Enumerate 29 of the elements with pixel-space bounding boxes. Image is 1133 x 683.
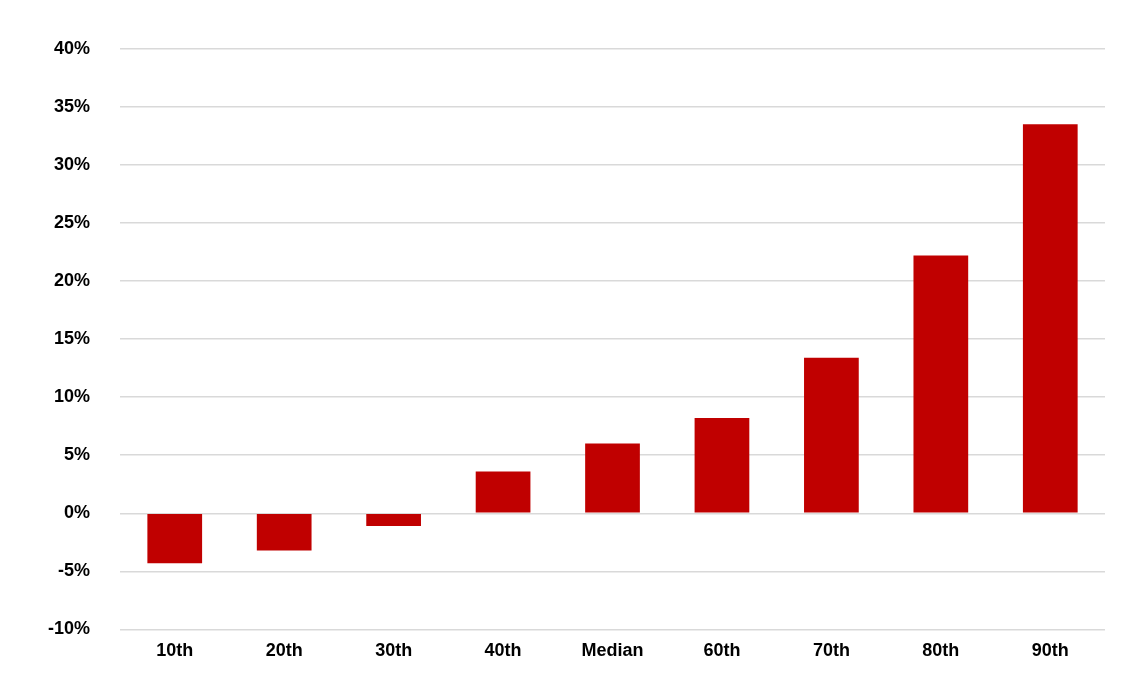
x-tick-label: 60th bbox=[703, 640, 741, 661]
y-tick-label: 10% bbox=[53, 386, 91, 407]
x-tick-label: Median bbox=[581, 640, 644, 661]
x-tick-label: 40th bbox=[484, 640, 522, 661]
y-tick-label: -10% bbox=[47, 618, 91, 639]
x-tick-label: 70th bbox=[812, 640, 850, 661]
y-tick-label: 25% bbox=[53, 211, 91, 232]
bar bbox=[913, 255, 969, 513]
y-tick-label: 0% bbox=[64, 502, 91, 523]
bar bbox=[366, 514, 421, 527]
bar bbox=[147, 514, 203, 564]
y-tick-label: 15% bbox=[53, 328, 91, 349]
bar bbox=[585, 443, 640, 513]
x-tick-label: 20th bbox=[265, 640, 303, 661]
bar bbox=[694, 418, 750, 513]
y-tick-label: 20% bbox=[53, 270, 91, 291]
x-tick-label: 90th bbox=[1031, 640, 1069, 661]
bar bbox=[1022, 124, 1078, 513]
y-tick-label: 30% bbox=[53, 153, 91, 174]
y-tick-label: 5% bbox=[64, 444, 91, 465]
bar bbox=[804, 357, 859, 513]
bar bbox=[475, 471, 531, 513]
x-tick-label: 80th bbox=[922, 640, 960, 661]
y-tick-label: 35% bbox=[53, 95, 91, 116]
y-tick-label: 40% bbox=[53, 37, 91, 58]
x-tick-label: 30th bbox=[375, 640, 413, 661]
y-tick-label: -5% bbox=[58, 560, 91, 581]
bar bbox=[256, 514, 312, 551]
x-tick-label: 10th bbox=[156, 640, 194, 661]
